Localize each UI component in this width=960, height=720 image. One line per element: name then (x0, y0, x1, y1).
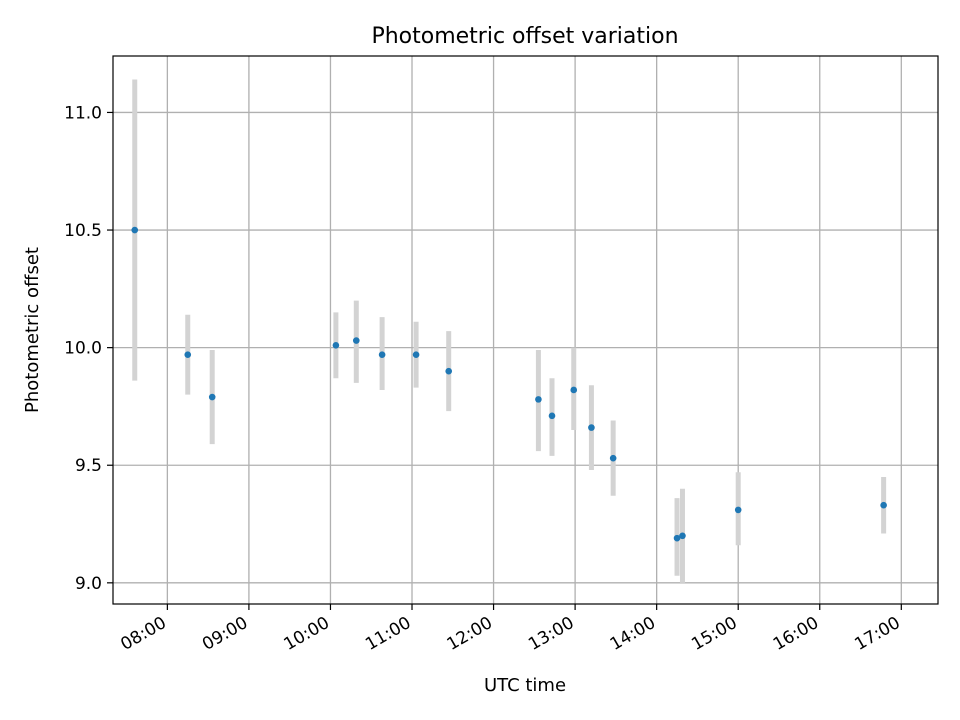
data-point (131, 226, 139, 234)
y-tick-label: 10.5 (64, 221, 102, 241)
data-point (535, 396, 542, 403)
y-axis-ticks: 9.0 9.5 10.0 10.5 11.0 (64, 103, 113, 594)
data-point (679, 532, 686, 540)
y-axis-label: Photometric offset (22, 247, 43, 413)
data-point (548, 412, 556, 420)
data-point (609, 454, 617, 462)
y-tick-label: 11.0 (64, 103, 102, 123)
data-point (378, 351, 386, 358)
data-point (332, 341, 340, 349)
y-tick-label: 9.5 (75, 456, 102, 476)
y-tick-label: 10.0 (64, 339, 102, 359)
grid (113, 56, 938, 604)
data-point (880, 501, 887, 509)
x-axis-label: UTC time (484, 675, 566, 696)
y-tick-label: 9.0 (75, 574, 102, 594)
data-point (445, 367, 453, 375)
data-point (588, 424, 595, 431)
chart-title: Photometric offset variation (371, 24, 678, 49)
data-point (673, 534, 681, 542)
data-point (734, 506, 742, 514)
data-point (570, 386, 578, 394)
data-point (412, 351, 420, 358)
data-point (208, 393, 216, 401)
data-point (184, 351, 192, 358)
data-points (131, 226, 887, 542)
data-point (352, 337, 360, 344)
plot-frame (112, 55, 939, 605)
